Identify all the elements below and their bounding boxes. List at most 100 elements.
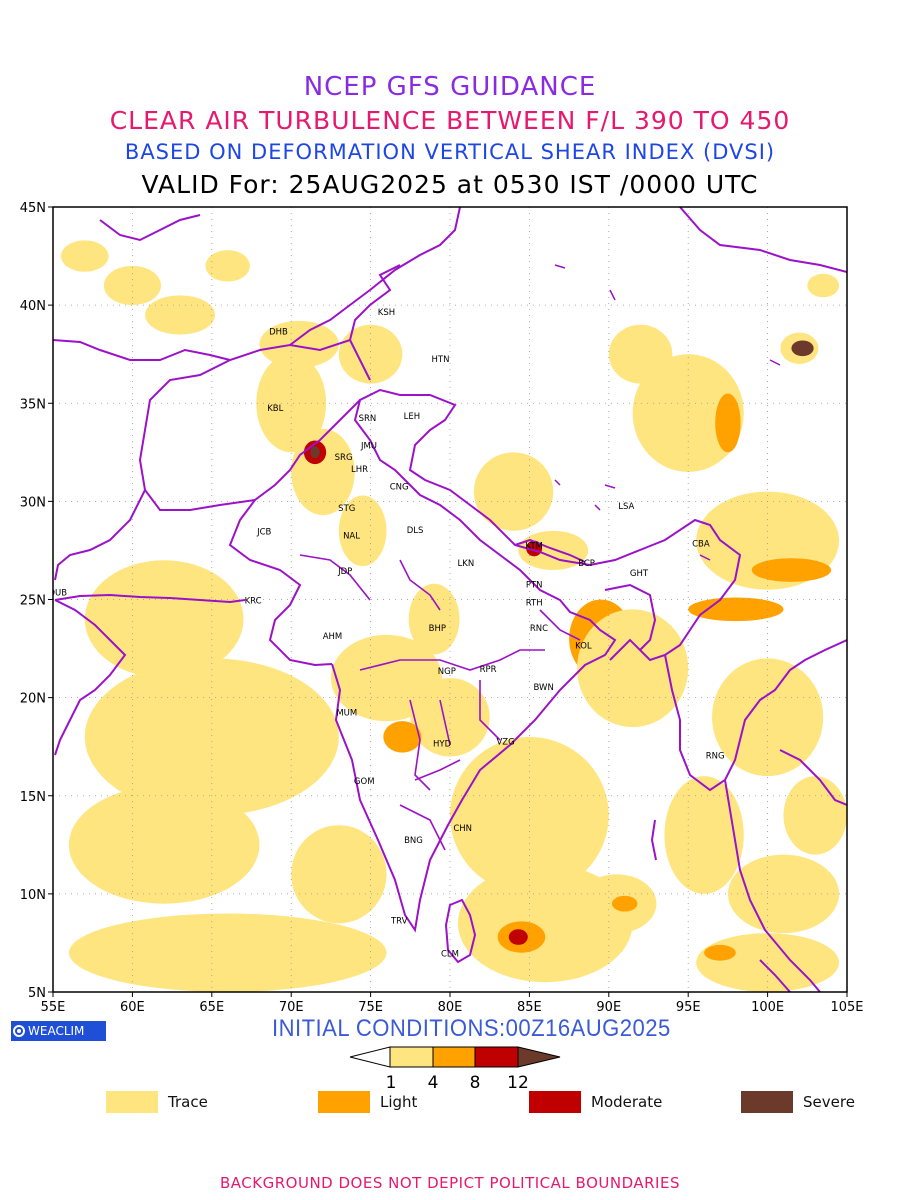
station-bwn: BWN (534, 683, 554, 693)
lat-label-5N: 5N (28, 986, 46, 1001)
sri-lanka (444, 898, 477, 964)
turbulence-patch-43 (727, 854, 840, 934)
station-lhr: LHR (351, 465, 368, 475)
station-ahm: AHM (323, 632, 343, 642)
station-ksh: KSH (378, 308, 395, 318)
logo-icon (13, 1025, 25, 1037)
turbulence-patch-45 (704, 944, 736, 961)
turbulence-patch-4 (259, 320, 339, 368)
turbulence-patch-42 (664, 776, 744, 894)
iran-coast (54, 593, 246, 604)
legend-label-trace: Trace (168, 1093, 208, 1111)
turbulence-patch-28 (751, 558, 832, 582)
station-srn: SRN (359, 414, 377, 424)
turbulence-patch-21 (632, 354, 744, 472)
colorbar-tick-1: 1 (386, 1073, 397, 1093)
turbulence-patch-36 (450, 736, 609, 894)
station-kbl: KBL (267, 404, 283, 414)
turbulence-patch-5 (256, 354, 327, 453)
station-kol: KOL (575, 642, 592, 652)
legend-swatch-light (318, 1091, 370, 1113)
station-jcb: JCB (256, 528, 271, 538)
title-line-2: CLEAR AIR TURBULENCE BETWEEN F/L 390 TO … (109, 106, 791, 135)
title-line-1: NCEP GFS GUIDANCE (303, 72, 597, 102)
station-vzg: VZG (496, 738, 514, 748)
station-trv: TRV (390, 916, 408, 926)
tibet-lakes (554, 264, 781, 561)
state-lines (299, 554, 581, 851)
lon-label-65E: 65E (199, 1000, 224, 1015)
initial-conditions: INITIAL CONDITIONS:00Z16AUG2025 (272, 1015, 671, 1042)
colorbar-segment-trace (389, 1046, 434, 1068)
logo-text: WEACLIM (28, 1024, 85, 1038)
central-asia-border (53, 339, 231, 361)
iran-border (54, 489, 146, 581)
turbulence-patch-6 (291, 428, 355, 516)
station-dub: DUB (48, 589, 67, 599)
china-west (349, 264, 401, 341)
lon-label-60E: 60E (120, 1000, 145, 1015)
turbulence-patch-46 (783, 776, 847, 855)
turbulence-patch-34 (68, 913, 387, 992)
legend-label-severe: Severe (803, 1093, 855, 1111)
arabia-coast (54, 599, 127, 756)
station-gom: GOM (354, 777, 375, 787)
lat-label-10N: 10N (20, 888, 46, 903)
lon-label-105E: 105E (830, 1000, 863, 1015)
thailand-coast (724, 779, 821, 992)
lat-label-25N: 25N (20, 594, 46, 609)
turbulence-patch-20 (577, 609, 689, 728)
turbulence-field (60, 240, 847, 992)
turbulence-patch-8 (310, 446, 320, 459)
colorbar-low-arrow (349, 1046, 391, 1068)
turbulence-patch-23 (715, 393, 741, 453)
footer-disclaimer: BACKGROUND DOES NOT DEPICT POLITICAL BOU… (220, 1174, 680, 1192)
lon-label-75E: 75E (358, 1000, 383, 1015)
lat-label-35N: 35N (20, 397, 46, 412)
station-krc: KRC (245, 596, 262, 606)
malay-coast (759, 959, 791, 992)
station-jmu: JMU (360, 441, 377, 451)
pakistan-border (228, 399, 361, 667)
turbulence-patch-0 (60, 240, 109, 272)
andaman-islands (650, 819, 657, 861)
lat-label-30N: 30N (20, 495, 46, 510)
station-stg: STG (338, 504, 355, 514)
turbulence-patch-26 (807, 273, 840, 298)
kazakh-border (99, 214, 201, 242)
turbulence-patch-22 (608, 324, 673, 384)
legend-swatch-moderate (529, 1091, 581, 1113)
southeast-coast (779, 749, 847, 806)
turbulence-patch-9 (338, 324, 403, 384)
station-lsa: LSA (618, 502, 634, 512)
station-bng: BNG (404, 836, 423, 846)
station-dls: DLS (407, 526, 424, 536)
station-rpr: RPR (480, 665, 497, 675)
station-ngp: NGP (438, 667, 456, 677)
station-labels: KSH DHB HTN KBL SRN LEH JMU SRG LHR CNG STG LSA JCB N… (48, 308, 725, 960)
colorbar-segment-moderate (474, 1046, 519, 1068)
station-chn: CHN (453, 824, 472, 834)
colorbar: 1 4 8 12 (349, 1046, 561, 1093)
colorbar-high-arrow (517, 1046, 561, 1068)
station-ght: GHT (630, 569, 649, 579)
lon-label-85E: 85E (517, 1000, 542, 1015)
station-leh: LEH (404, 412, 421, 422)
lat-label-20N: 20N (20, 692, 46, 707)
station-ktm: KTM (525, 541, 542, 551)
legend-swatch-severe (741, 1091, 793, 1113)
turbulence-patch-10 (338, 495, 387, 567)
legend-light: Light (318, 1090, 417, 1114)
turbulence-patch-14 (383, 721, 422, 753)
lat-label-15N: 15N (20, 790, 46, 805)
station-cba: CBA (692, 540, 710, 550)
station-ptn: PTN (526, 581, 543, 591)
station-htn: HTN (431, 355, 449, 365)
turbulence-patch-35 (291, 825, 387, 924)
legend-moderate: Moderate (529, 1090, 662, 1114)
station-rth: RTH (526, 598, 543, 608)
station-mum: MUM (336, 708, 357, 718)
turbulence-patch-2 (145, 295, 215, 335)
